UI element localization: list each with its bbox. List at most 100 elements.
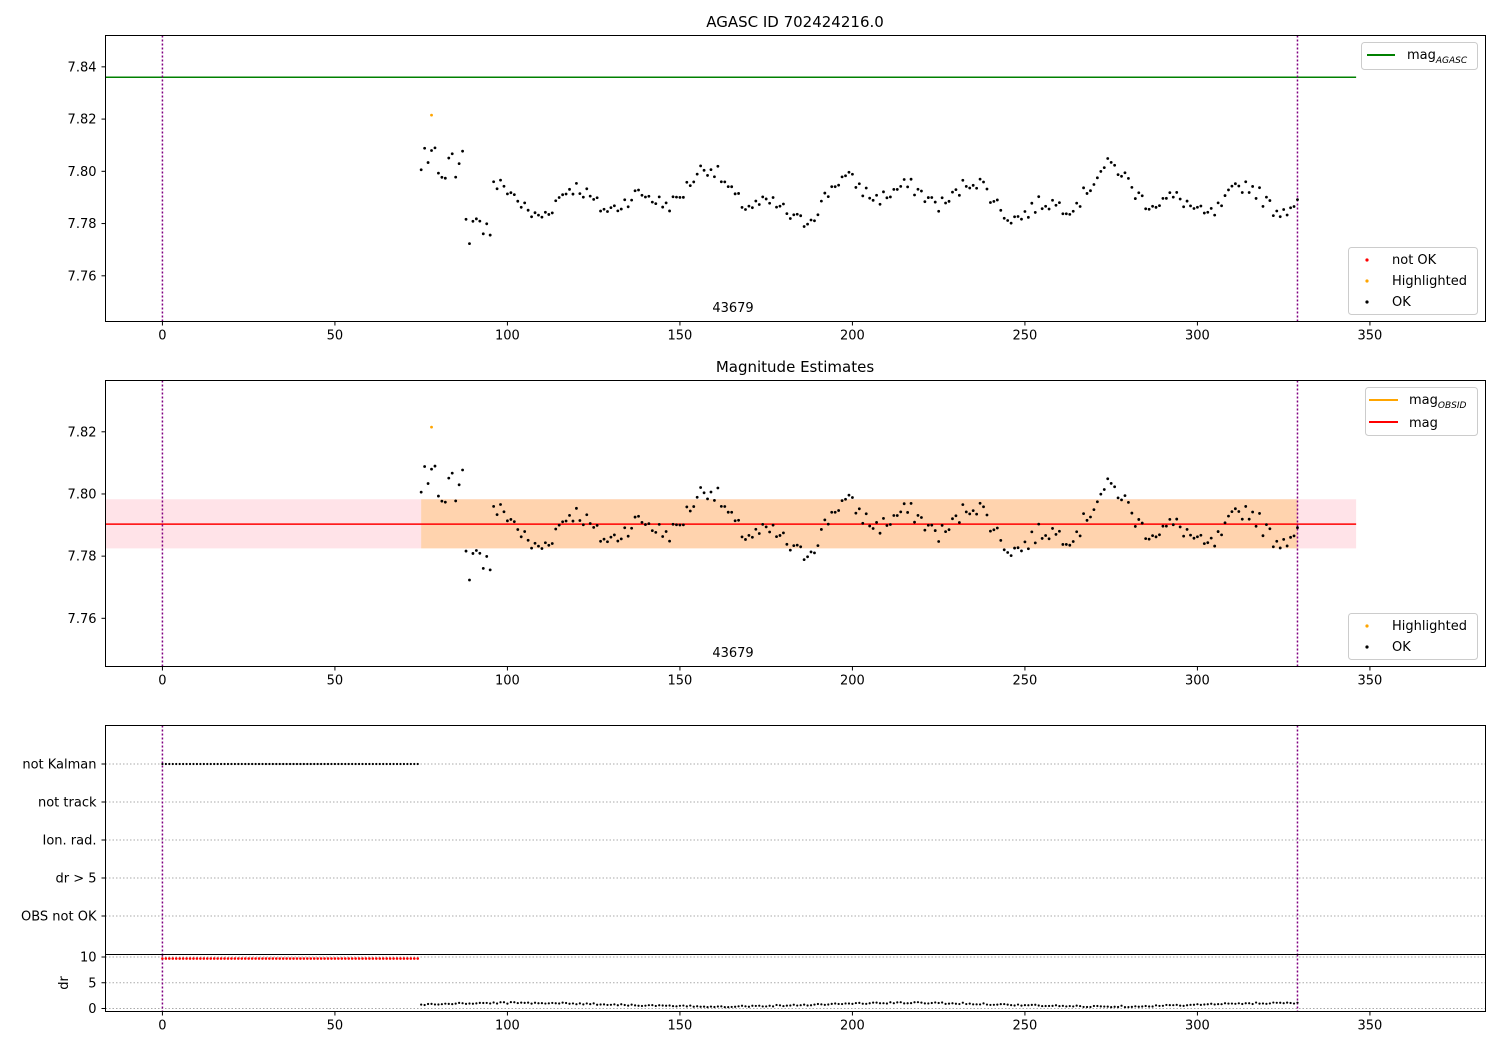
dr-ok-point [1168,1004,1171,1007]
ok-point [985,513,989,517]
dr-not-ok-point [364,957,368,960]
ok-point [675,195,678,199]
ok-point [1178,525,1182,529]
ok-point [661,205,665,209]
dr-ok-point [451,1003,454,1006]
ok-point [864,512,868,516]
ok-point [937,209,941,213]
dr-ok-point [658,1004,661,1007]
ok-point [1175,517,1179,521]
dr-ok-point [771,1005,775,1008]
ok-point [592,526,596,529]
not-kalman-point [416,762,419,766]
ok-point [923,528,927,532]
ok-point [619,207,623,211]
dr-ok-point [602,1003,606,1006]
ok-point [844,174,847,178]
not-kalman-point [378,762,381,766]
ok-point [916,513,920,517]
ok-point [861,194,865,198]
dr-ok-point [834,1002,837,1005]
dr-ok-point [1258,1002,1261,1005]
ok-point [1168,191,1172,195]
dr-ok-point [782,1004,785,1008]
dr-ok-point [896,1001,899,1004]
ok-point [1240,517,1244,521]
not-kalman-point [192,762,195,766]
dr-ok-point [1220,1003,1223,1006]
dr-ok-point [630,1003,633,1006]
ok-point [543,210,547,214]
ok-point [671,522,675,526]
dr-ok-point [1130,1005,1133,1008]
x-tick-label-2-2: 100 [495,674,520,689]
dr-ok-point [1196,1003,1199,1006]
ok-point [1223,194,1227,197]
ok-point [447,156,451,160]
ok-point [1230,184,1234,188]
dr-ok-point [440,1003,443,1006]
ok-point [871,198,875,202]
not-kalman-point [295,762,299,766]
ok-point [1109,481,1113,485]
ok-point [771,196,775,199]
ok-point [1220,204,1223,208]
ok-point [809,550,813,554]
ok-point [1123,494,1127,498]
dr-ok-point [1016,1003,1020,1006]
ok-point [989,529,992,533]
ok-point [688,509,692,513]
ok-point [782,202,785,206]
dr-ok-point [1151,1005,1154,1008]
panel-flags: not Kalman not track Ion. rad. dr > 5 OBS no… [21,725,1486,955]
dr-not-ok-point [281,957,285,960]
ok-point [871,527,875,530]
dr-ok-point [437,1003,440,1006]
ok-point [992,528,996,532]
dr-ok-point [982,1002,985,1005]
dr-not-ok-point [347,957,351,960]
ok-point [526,538,530,542]
ok-point [1296,198,1299,202]
dr-not-ok-point [354,957,357,960]
ok-point [419,168,423,172]
ok-point [478,219,482,223]
ok-point [702,491,706,495]
dr-ok-point [765,1005,768,1008]
ok-point [1268,199,1272,202]
dr-ok-point [854,1001,857,1005]
ok-point [1127,176,1130,180]
ok-point [1258,512,1261,515]
dr-ok-point [792,1003,795,1006]
ok-point [588,194,592,198]
ok-point [457,162,461,166]
ok-point [906,185,910,189]
y-tick-label-2-0: 7.76 [68,612,97,627]
dr-ok-point [1254,1001,1258,1004]
ok-point [823,518,827,522]
dr-ok-point [937,1001,940,1005]
ok-point [443,176,447,180]
dr-ok-point [1203,1003,1206,1006]
ok-point [1216,201,1220,205]
ok-point [1058,201,1061,205]
dr-ok-point [1072,1005,1075,1008]
ok-point [564,192,568,196]
dr-ok-point [561,1001,564,1004]
ok-point [1033,211,1037,214]
dr-ok-point [623,1003,626,1007]
ok-point [616,209,620,213]
ok-point [851,172,854,176]
dr-not-ok-point [202,957,206,960]
ok-point [792,213,796,217]
dr-ok-point [530,1002,533,1005]
ok-point [1016,546,1020,550]
ok-point [578,192,582,196]
ok-point [681,195,685,199]
ok-point [699,164,703,168]
dr-not-ok-point [240,957,244,960]
ok-point [909,177,913,181]
x-tick-label-4-2: 100 [495,1019,520,1034]
ok-point [654,530,658,534]
ok-point [671,195,675,199]
